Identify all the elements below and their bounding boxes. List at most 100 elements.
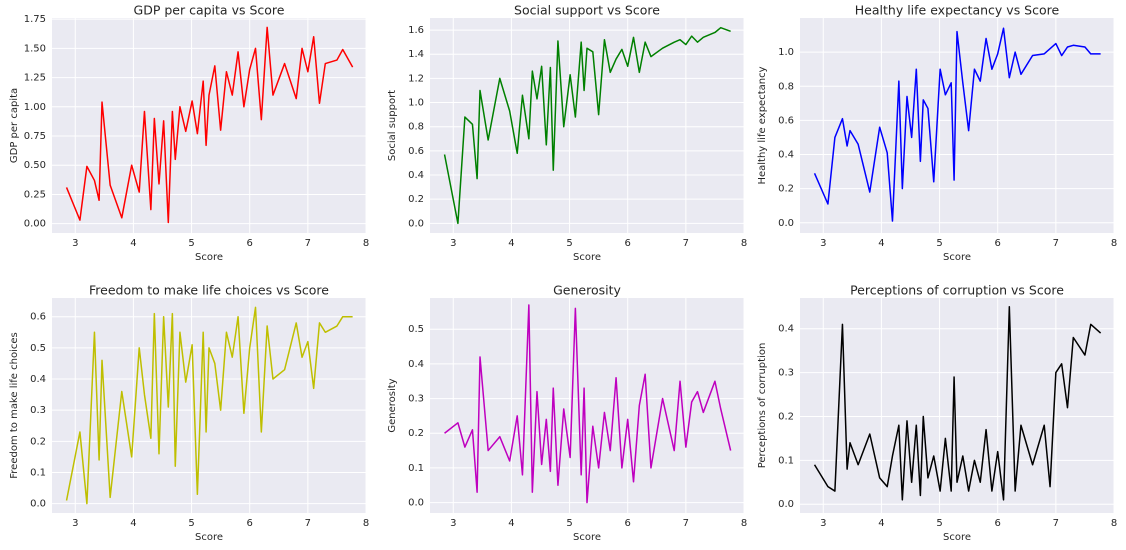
y-tick-label: 0.0 — [408, 498, 424, 509]
x-tick-label: 8 — [1111, 518, 1117, 529]
y-tick-label: 1.0 — [778, 47, 794, 58]
x-tick-label: 7 — [305, 238, 311, 249]
chart-title: Healthy life expectancy vs Score — [855, 3, 1060, 18]
x-tick-label: 5 — [188, 518, 194, 529]
y-tick-label: 0.8 — [778, 81, 794, 92]
x-axis-label: Score — [195, 532, 223, 543]
x-tick-label: 4 — [878, 238, 884, 249]
y-tick-label: 1.0 — [408, 98, 424, 109]
x-tick-label: 3 — [820, 238, 826, 249]
y-tick-label: 0.0 — [408, 218, 424, 229]
y-tick-label: 0.3 — [408, 394, 424, 405]
x-tick-label: 7 — [305, 518, 311, 529]
y-tick-label: 1.25 — [24, 73, 46, 84]
x-tick-label: 3 — [820, 518, 826, 529]
y-tick-label: 0.00 — [24, 219, 46, 230]
x-axis-label: Score — [943, 252, 971, 263]
y-tick-label: 1.4 — [408, 49, 424, 60]
chart-title: Social support vs Score — [514, 3, 660, 18]
x-tick-label: 8 — [363, 518, 369, 529]
y-tick-label: 0.25 — [24, 189, 46, 200]
y-tick-label: 1.50 — [24, 43, 46, 54]
y-tick-label: 1.00 — [24, 102, 46, 113]
x-tick-label: 7 — [683, 518, 689, 529]
x-tick-label: 6 — [625, 518, 631, 529]
y-axis-label: GDP per capita — [9, 88, 20, 163]
x-axis-label: Score — [573, 252, 601, 263]
chart-title: Freedom to make life choices vs Score — [89, 283, 329, 298]
x-tick-label: 5 — [566, 518, 572, 529]
y-tick-label: 1.6 — [408, 25, 424, 36]
x-tick-label: 3 — [72, 238, 78, 249]
y-axis-label: Freedom to make life choices — [9, 332, 20, 478]
y-tick-label: 0.0 — [778, 218, 794, 229]
chart-title: Generosity — [553, 283, 621, 298]
data-line — [65, 26, 354, 224]
y-tick-label: 0.8 — [408, 122, 424, 133]
y-tick-label: 0.4 — [408, 359, 424, 370]
data-line — [813, 27, 1101, 222]
x-tick-label: 7 — [683, 238, 689, 249]
y-axis-label: Generosity — [387, 378, 398, 432]
x-tick-label: 8 — [741, 518, 747, 529]
y-tick-label: 1.75 — [24, 14, 46, 25]
x-tick-label: 4 — [130, 238, 136, 249]
x-axis-label: Score — [943, 532, 971, 543]
data-line — [65, 306, 353, 505]
y-tick-label: 0.1 — [778, 455, 794, 466]
data-line — [813, 306, 1102, 501]
data-line — [444, 304, 732, 504]
y-tick-label: 0.3 — [30, 405, 46, 416]
x-tick-label: 6 — [247, 518, 253, 529]
y-tick-label: 0.0 — [30, 499, 46, 510]
y-tick-label: 0.50 — [24, 160, 46, 171]
x-tick-label: 6 — [247, 238, 253, 249]
y-tick-label: 0.2 — [408, 194, 424, 205]
y-tick-label: 0.4 — [30, 374, 46, 385]
y-tick-label: 0.6 — [778, 115, 794, 126]
x-tick-label: 8 — [363, 238, 369, 249]
x-tick-label: 8 — [741, 238, 747, 249]
y-tick-label: 0.5 — [408, 324, 424, 335]
y-tick-label: 0.2 — [778, 184, 794, 195]
x-tick-label: 4 — [508, 238, 514, 249]
x-tick-label: 6 — [995, 518, 1001, 529]
x-tick-label: 6 — [625, 238, 631, 249]
y-tick-label: 0.4 — [778, 150, 794, 161]
x-tick-label: 4 — [508, 518, 514, 529]
y-tick-label: 0.0 — [778, 499, 794, 510]
y-tick-label: 0.2 — [408, 428, 424, 439]
y-tick-label: 1.2 — [408, 73, 424, 84]
y-tick-label: 0.2 — [778, 411, 794, 422]
y-tick-label: 0.2 — [30, 436, 46, 447]
y-tick-label: 0.3 — [778, 368, 794, 379]
x-tick-label: 3 — [450, 518, 456, 529]
y-tick-label: 0.6 — [408, 146, 424, 157]
data-line — [443, 26, 731, 225]
x-tick-label: 7 — [1053, 518, 1059, 529]
x-tick-label: 4 — [130, 518, 136, 529]
y-tick-label: 0.1 — [408, 463, 424, 474]
y-tick-label: 0.75 — [24, 131, 46, 142]
y-tick-label: 0.6 — [30, 312, 46, 323]
x-tick-label: 5 — [188, 238, 194, 249]
x-tick-label: 3 — [72, 518, 78, 529]
x-tick-label: 7 — [1053, 238, 1059, 249]
x-axis-label: Score — [195, 252, 223, 263]
x-tick-label: 4 — [878, 518, 884, 529]
x-tick-label: 5 — [936, 238, 942, 249]
y-axis-label: Social support — [387, 90, 398, 161]
x-tick-label: 8 — [1111, 238, 1117, 249]
y-tick-label: 0.5 — [30, 343, 46, 354]
chart-title: Perceptions of corruption vs Score — [850, 283, 1064, 298]
chart-title: GDP per capita vs Score — [134, 3, 285, 18]
x-tick-label: 5 — [936, 518, 942, 529]
y-tick-label: 0.4 — [408, 170, 424, 181]
y-tick-label: 0.4 — [778, 324, 794, 335]
x-tick-label: 3 — [450, 238, 456, 249]
x-tick-label: 5 — [566, 238, 572, 249]
y-axis-label: Healthy life expectancy — [757, 66, 768, 184]
y-axis-label: Perceptions of corruption — [757, 343, 768, 469]
x-axis-label: Score — [573, 532, 601, 543]
